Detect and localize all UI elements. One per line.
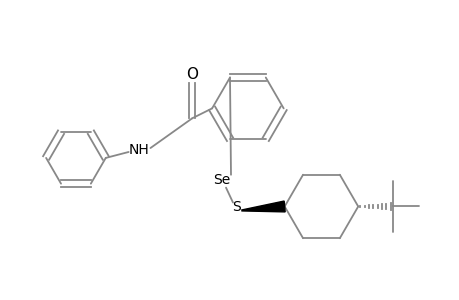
Text: NH: NH — [128, 143, 149, 157]
Text: O: O — [186, 67, 198, 82]
Polygon shape — [241, 201, 285, 212]
Text: S: S — [232, 200, 241, 214]
Text: Se: Se — [213, 173, 230, 187]
